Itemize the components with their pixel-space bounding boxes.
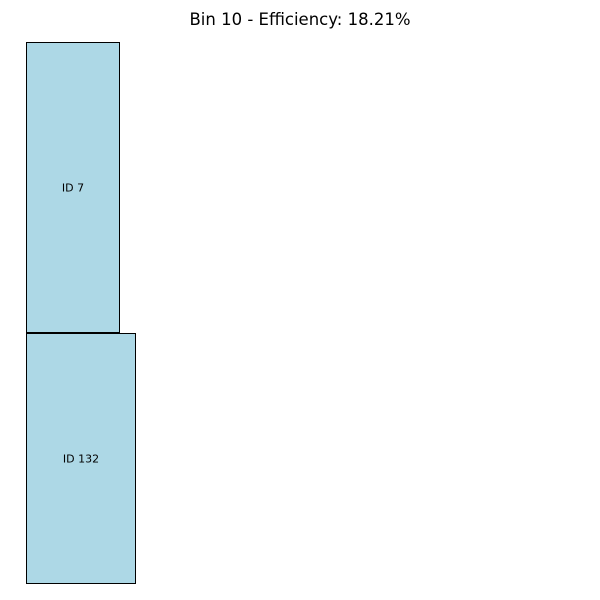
bin-area: ID 7 ID 132 (26, 42, 574, 584)
bin-title: Bin 10 - Efficiency: 18.21% (189, 10, 411, 29)
packed-item: ID 132 (26, 333, 136, 584)
packed-item: ID 7 (26, 42, 120, 333)
item-label: ID 7 (61, 181, 85, 194)
item-label: ID 132 (62, 452, 100, 465)
